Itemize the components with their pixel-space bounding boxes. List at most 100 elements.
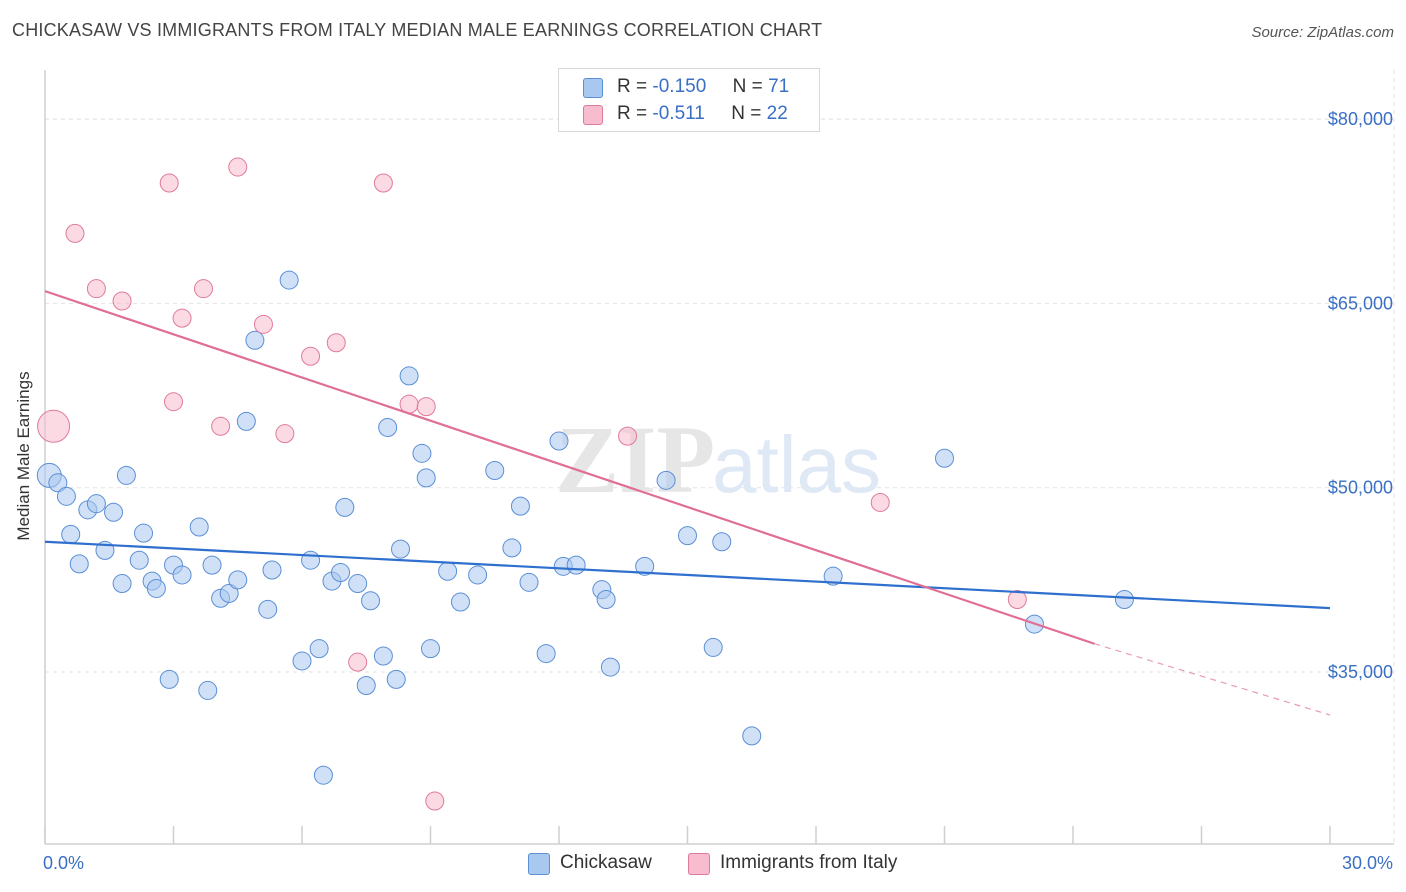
point-chickasaw (348, 574, 368, 594)
trend-line-italy (44, 290, 1095, 645)
chart-title: CHICKASAW VS IMMIGRANTS FROM ITALY MEDIA… (12, 20, 823, 40)
point-chickasaw (172, 565, 192, 585)
point-italy (86, 279, 106, 299)
point-italy (301, 346, 321, 366)
trend-lines (44, 290, 1331, 716)
point-chickasaw (600, 657, 620, 677)
point-chickasaw (292, 651, 312, 671)
point-chickasaw (104, 502, 124, 522)
series-swatch-italy (688, 853, 710, 875)
point-chickasaw (549, 431, 569, 451)
x-tick-label-min: 0.0% (43, 853, 84, 873)
watermark-zip: ZIP (555, 406, 715, 513)
point-chickasaw (219, 583, 239, 603)
point-italy (228, 157, 248, 177)
point-chickasaw (236, 411, 256, 431)
point-chickasaw (61, 524, 81, 544)
axes (44, 70, 1394, 845)
point-italy (1007, 590, 1027, 610)
point-italy (172, 308, 192, 328)
legend-swatch-chickasaw (583, 78, 603, 98)
point-chickasaw (56, 486, 76, 506)
point-italy (348, 652, 368, 672)
point-chickasaw (245, 330, 265, 350)
point-chickasaw (48, 473, 68, 493)
point-chickasaw (356, 676, 376, 696)
watermark-atlas: atlas (712, 420, 881, 509)
trend-line-chickasaw (44, 540, 1331, 610)
point-chickasaw (279, 270, 299, 290)
point-chickasaw (399, 366, 419, 386)
point-chickasaw (519, 572, 539, 592)
point-chickasaw (112, 574, 132, 594)
point-italy (618, 426, 638, 446)
point-chickasaw (742, 726, 762, 746)
legend-n-label: N = (732, 76, 763, 97)
point-italy (159, 173, 179, 193)
point-italy (870, 492, 890, 512)
point-chickasaw (450, 592, 470, 612)
y-tick-label: $80,000 (1328, 109, 1393, 129)
point-italy (253, 314, 273, 334)
point-chickasaw (678, 526, 697, 546)
legend-r-label: R = (617, 76, 648, 97)
point-chickasaw (262, 560, 282, 580)
point-chickasaw (823, 566, 843, 586)
point-chickasaw (335, 497, 355, 517)
point-chickasaw (361, 591, 381, 611)
point-italy (275, 424, 295, 444)
point-italy (65, 223, 85, 243)
watermark: ZIP atlas (555, 406, 881, 513)
point-chickasaw (386, 669, 406, 689)
point-chickasaw (258, 599, 278, 619)
point-italy (112, 291, 132, 311)
point-italy (37, 409, 71, 443)
point-chickasaw (635, 556, 655, 576)
point-chickasaw (391, 539, 411, 559)
legend-r-value: -0.511 (652, 103, 705, 124)
point-chickasaw (935, 448, 954, 468)
point-chickasaw (373, 646, 393, 666)
point-chickasaw (421, 639, 440, 659)
legend-n-value: 71 (768, 76, 790, 97)
x-tick-label-max: 30.0% (1342, 853, 1393, 873)
point-italy (164, 392, 183, 412)
point-chickasaw (438, 561, 458, 581)
point-chickasaw (86, 494, 106, 514)
point-chickasaw (228, 570, 248, 590)
point-chickasaw (146, 578, 166, 598)
point-chickasaw (301, 550, 321, 570)
point-italy (211, 416, 231, 436)
point-chickasaw (712, 532, 732, 552)
point-chickasaw (536, 644, 556, 664)
correlation-legend: R = -0.150 N = 71 R = -0.511 N = 22 (558, 68, 820, 132)
point-chickasaw (198, 680, 218, 700)
point-chickasaw (510, 496, 530, 516)
point-chickasaw (116, 465, 136, 485)
point-chickasaw (331, 562, 351, 582)
series-name-italy: Immigrants from Italy (720, 852, 898, 873)
point-chickasaw (566, 555, 586, 575)
y-tick-label: $65,000 (1328, 293, 1393, 313)
point-italy (425, 791, 445, 811)
point-chickasaw (416, 468, 436, 488)
tick-labels: $35,000 $50,000 $65,000 $80,000 0.0% 30.0% (43, 109, 1393, 873)
point-chickasaw (1114, 590, 1134, 610)
series-name-chickasaw: Chickasaw (560, 852, 652, 873)
point-italy (416, 397, 436, 417)
legend-r-value: -0.150 (652, 76, 707, 97)
legend-swatch-italy (583, 105, 603, 125)
point-chickasaw (134, 523, 154, 543)
point-chickasaw (202, 555, 222, 575)
trend-line-italy-extension (1094, 643, 1331, 716)
point-chickasaw (309, 639, 329, 659)
point-chickasaw (129, 550, 149, 570)
legend-r-label: R = (617, 103, 648, 124)
legend-n-label: N = (731, 103, 762, 124)
point-italy (193, 279, 213, 299)
point-italy (326, 333, 346, 353)
point-chickasaw (596, 590, 616, 610)
point-chickasaw (703, 637, 723, 657)
point-chickasaw (485, 461, 505, 481)
source-label: Source: ZipAtlas.com (1251, 24, 1394, 41)
